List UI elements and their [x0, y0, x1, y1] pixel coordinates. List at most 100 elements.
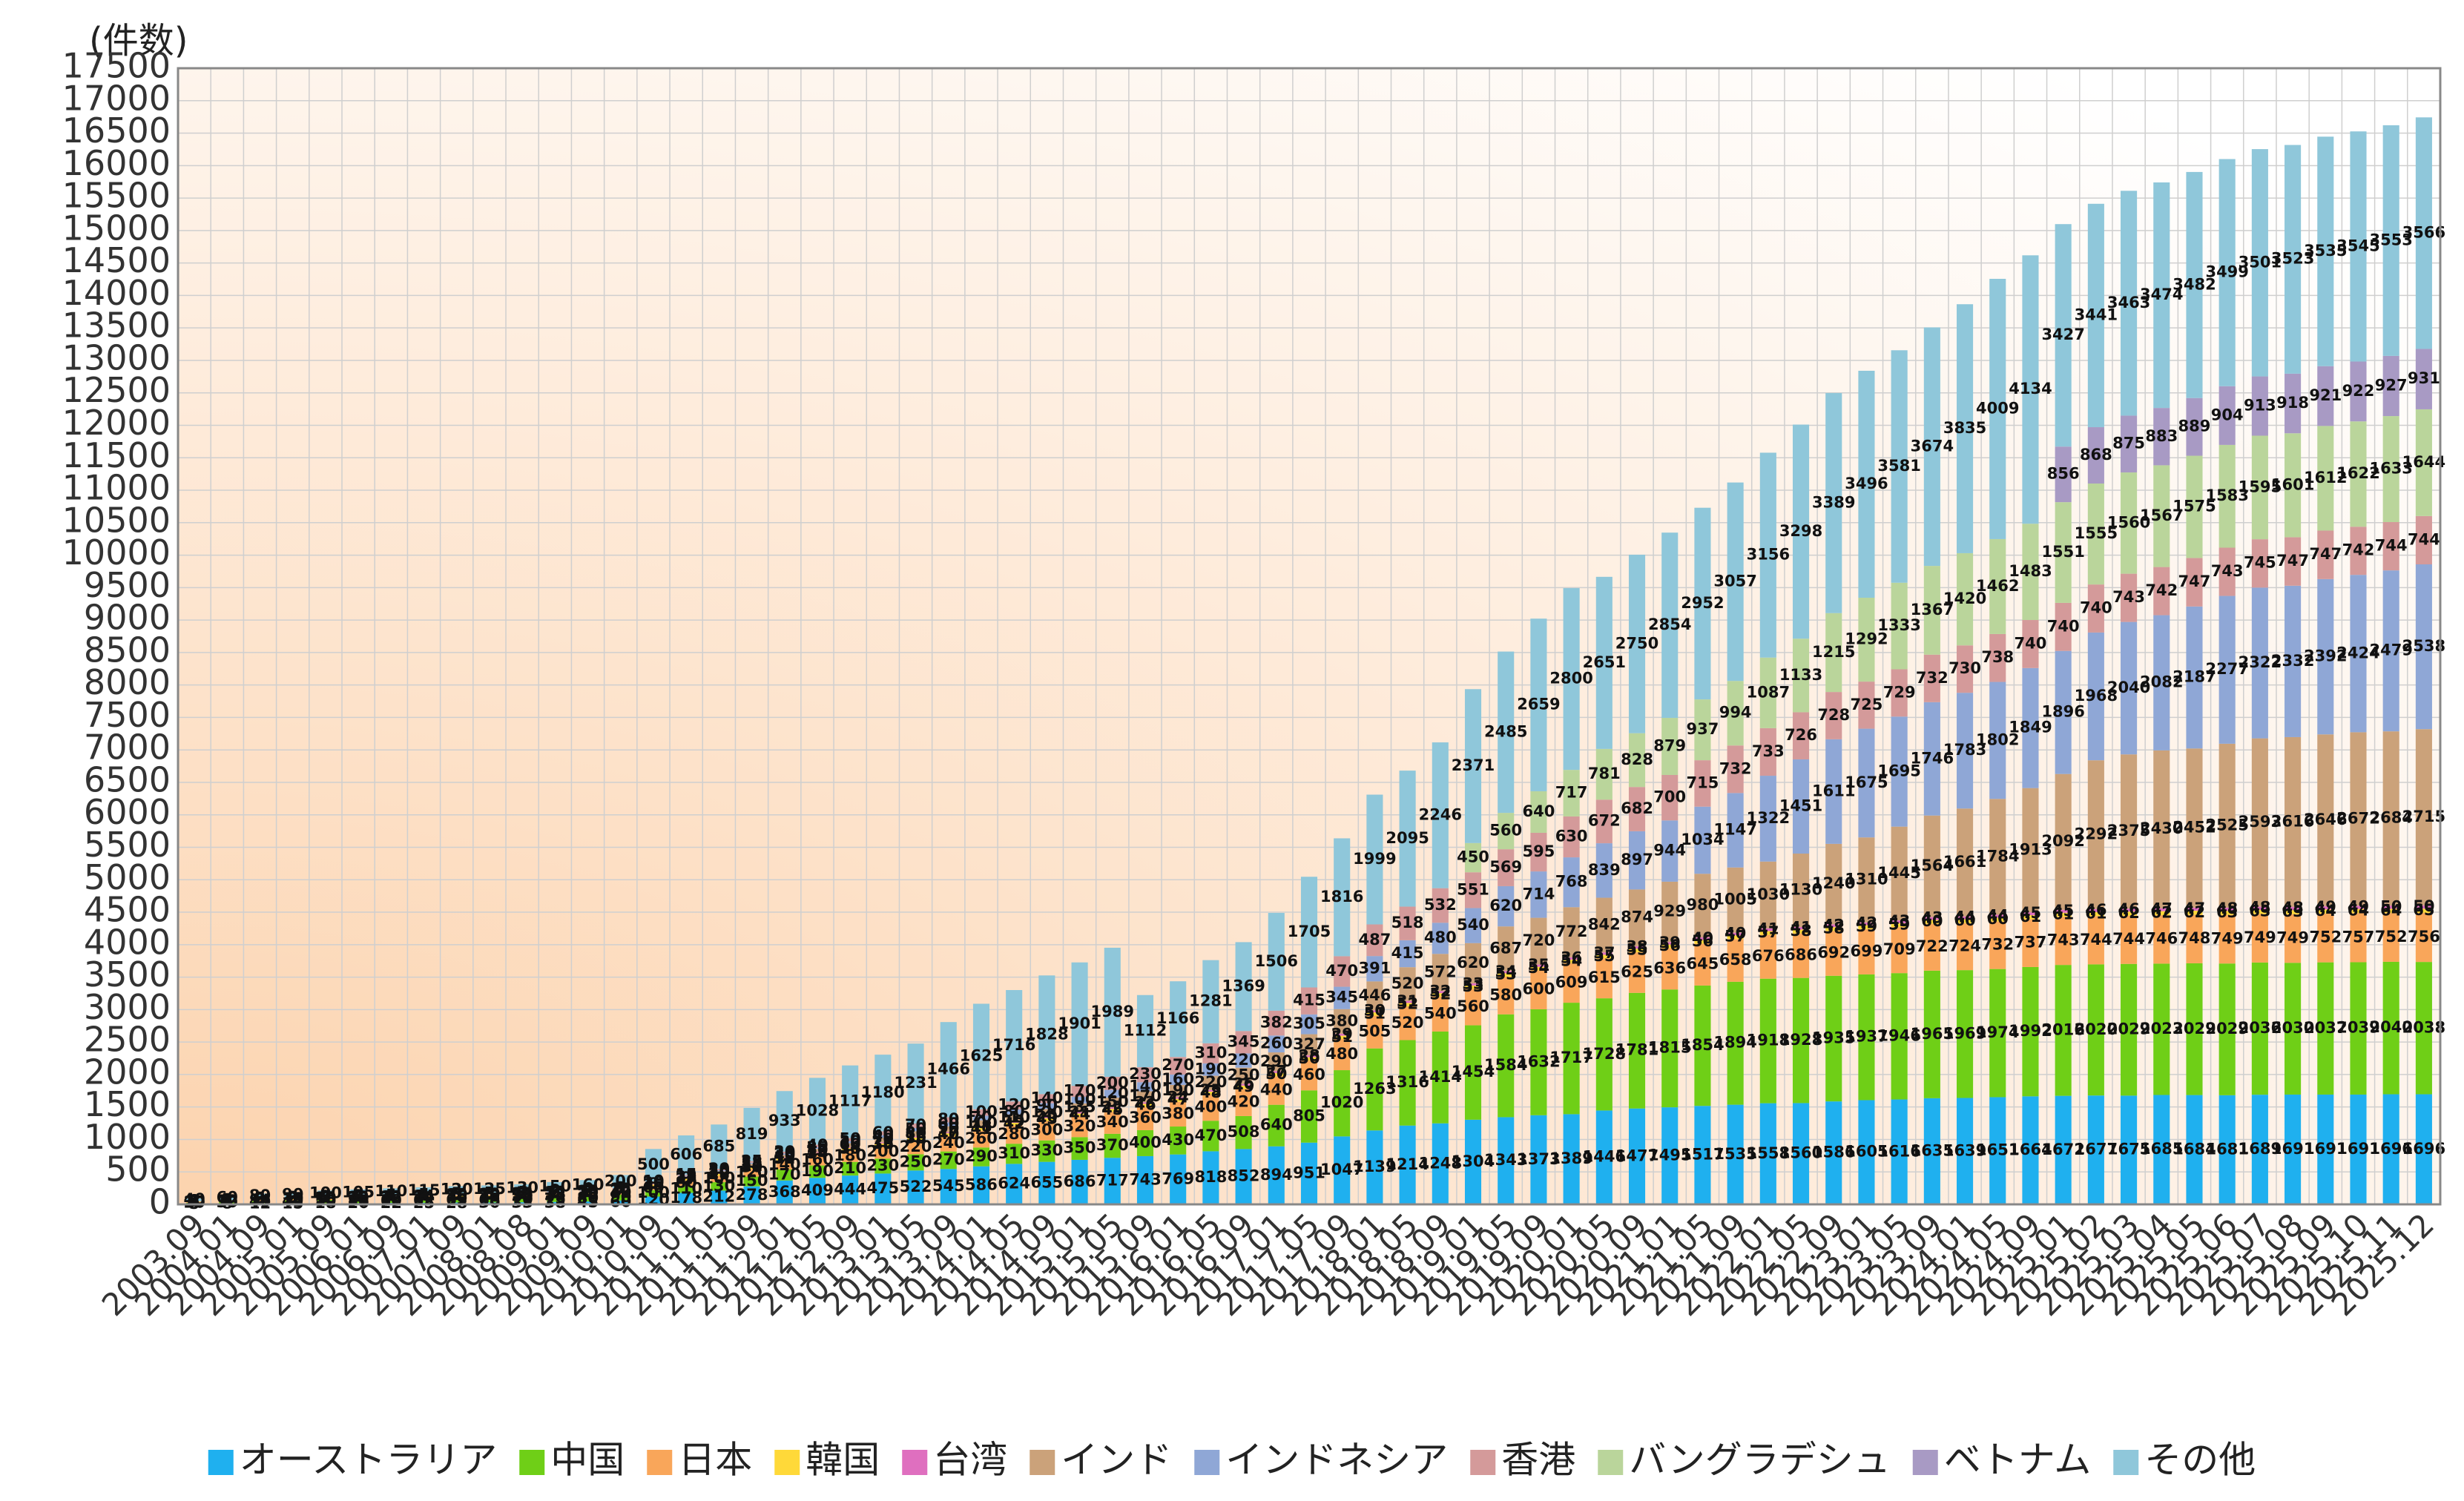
- bar-segment: [1498, 651, 1515, 814]
- value-label: 4: [320, 1188, 332, 1206]
- value-label: 752: [2375, 928, 2408, 946]
- value-label: 687: [1489, 939, 1522, 957]
- value-label: 7: [320, 1188, 332, 1206]
- bar-segment: [2022, 919, 2039, 967]
- value-label: 20: [642, 1174, 664, 1192]
- bar-segment: [1268, 1010, 1285, 1036]
- value-label: 115: [408, 1181, 441, 1199]
- bar-segment: [1498, 971, 1515, 974]
- value-label: 50: [2413, 897, 2434, 915]
- bar-segment: [2055, 909, 2072, 913]
- bar-segment: [1334, 1039, 1351, 1071]
- bar-segment: [1104, 1158, 1121, 1204]
- bar-segment: [383, 1195, 400, 1197]
- bar-segment: [1792, 424, 1810, 639]
- value-label: 32: [544, 1187, 566, 1204]
- value-label: 744: [2408, 530, 2440, 548]
- value-label: 60: [840, 1135, 861, 1153]
- value-label: 520: [1391, 974, 1424, 992]
- bar-segment: [2153, 911, 2170, 916]
- value-label: 11: [512, 1184, 533, 1202]
- value-label: 6: [582, 1183, 593, 1201]
- value-label: 62: [413, 1191, 435, 1209]
- value-label: 1965: [1911, 1025, 1954, 1043]
- bar-segment: [808, 1147, 826, 1149]
- bar-segment: [1825, 843, 1842, 925]
- value-label: 4: [353, 1187, 364, 1204]
- value-label: 49: [2315, 898, 2336, 916]
- bar-segment: [1563, 960, 1580, 963]
- value-label: 1969: [1943, 1024, 1986, 1042]
- bar-segment: [2121, 911, 2138, 916]
- value-label: 1147: [1713, 821, 1756, 839]
- bar-segment: [2415, 409, 2432, 516]
- value-label: 722: [1916, 937, 1949, 955]
- value-label: 100: [965, 1103, 998, 1121]
- value-label: 25: [642, 1175, 664, 1193]
- bar-segment: [350, 1198, 367, 1200]
- value-label: 400: [1194, 1098, 1227, 1116]
- bar-segment: [219, 1201, 236, 1202]
- value-label: 1696: [2369, 1140, 2412, 1158]
- bar-segment: [1170, 1098, 1187, 1102]
- bar-segment: [1661, 942, 1679, 945]
- bar-segment: [2382, 905, 2399, 909]
- value-label: 1506: [1255, 952, 1298, 970]
- value-label: 12: [381, 1187, 402, 1205]
- bar-segment: [1727, 932, 1744, 936]
- legend-swatch: [647, 1450, 673, 1475]
- value-label: 4: [353, 1187, 364, 1205]
- value-label: 897: [1621, 851, 1653, 868]
- bar-segment: [2218, 907, 2236, 911]
- bar-segment: [2153, 908, 2170, 911]
- value-label: 2375: [2107, 822, 2150, 839]
- value-label: 1477: [1615, 1147, 1658, 1164]
- y-tick-label: 11500: [62, 435, 171, 475]
- bar-segment: [1661, 774, 1679, 821]
- value-label: 2392: [2304, 647, 2347, 665]
- bar-segment: [1136, 1067, 1154, 1083]
- bar-segment: [1366, 956, 1383, 982]
- value-label: 28: [478, 1187, 500, 1205]
- bar-segment: [2022, 667, 2039, 788]
- value-label: 40: [1725, 924, 1746, 942]
- value-label: 913: [2244, 397, 2276, 415]
- bar-segment: [1957, 693, 1974, 809]
- value-label: 2952: [1681, 594, 1724, 612]
- bar-segment: [842, 1161, 859, 1176]
- bar-segment: [2153, 963, 2170, 1095]
- bar-segment: [2251, 914, 2268, 963]
- bar-segment: [1825, 739, 1842, 844]
- bar-segment: [842, 1138, 859, 1141]
- bar-segment: [907, 1131, 924, 1137]
- value-label: 951: [1293, 1164, 1325, 1181]
- value-label: 1675: [1845, 773, 1888, 791]
- value-label: 41: [970, 1120, 992, 1138]
- value-label: 2322: [2239, 653, 2282, 671]
- value-label: 560: [1457, 997, 1489, 1015]
- value-label: 1937: [1845, 1028, 1888, 1046]
- value-label: 55: [347, 1192, 369, 1210]
- bar-segment: [645, 1184, 662, 1187]
- value-label: 8: [648, 1175, 659, 1192]
- value-label: 39: [1659, 934, 1681, 951]
- bar-segment: [940, 1135, 957, 1152]
- value-label: 35: [741, 1155, 762, 1173]
- value-label: 90: [938, 1120, 959, 1138]
- bar-segment: [1759, 928, 1776, 931]
- value-label: 2332: [2271, 652, 2314, 670]
- bar-segment: [1858, 922, 1875, 926]
- bar-segment: [1006, 1144, 1023, 1164]
- value-label: 749: [2276, 928, 2309, 946]
- value-label: 6: [254, 1190, 266, 1207]
- bar-segment: [1858, 1100, 1875, 1204]
- bar-segment: [1628, 831, 1646, 890]
- bar-segment: [2186, 171, 2203, 398]
- value-label: 14: [249, 1191, 271, 1209]
- value-label: 748: [2178, 929, 2211, 947]
- value-label: 2037: [2304, 1019, 2347, 1037]
- value-label: 61: [2020, 908, 2041, 926]
- value-label: 42: [1823, 916, 1845, 934]
- value-label: 944: [1653, 842, 1686, 860]
- bar-segment: [1300, 987, 1318, 1015]
